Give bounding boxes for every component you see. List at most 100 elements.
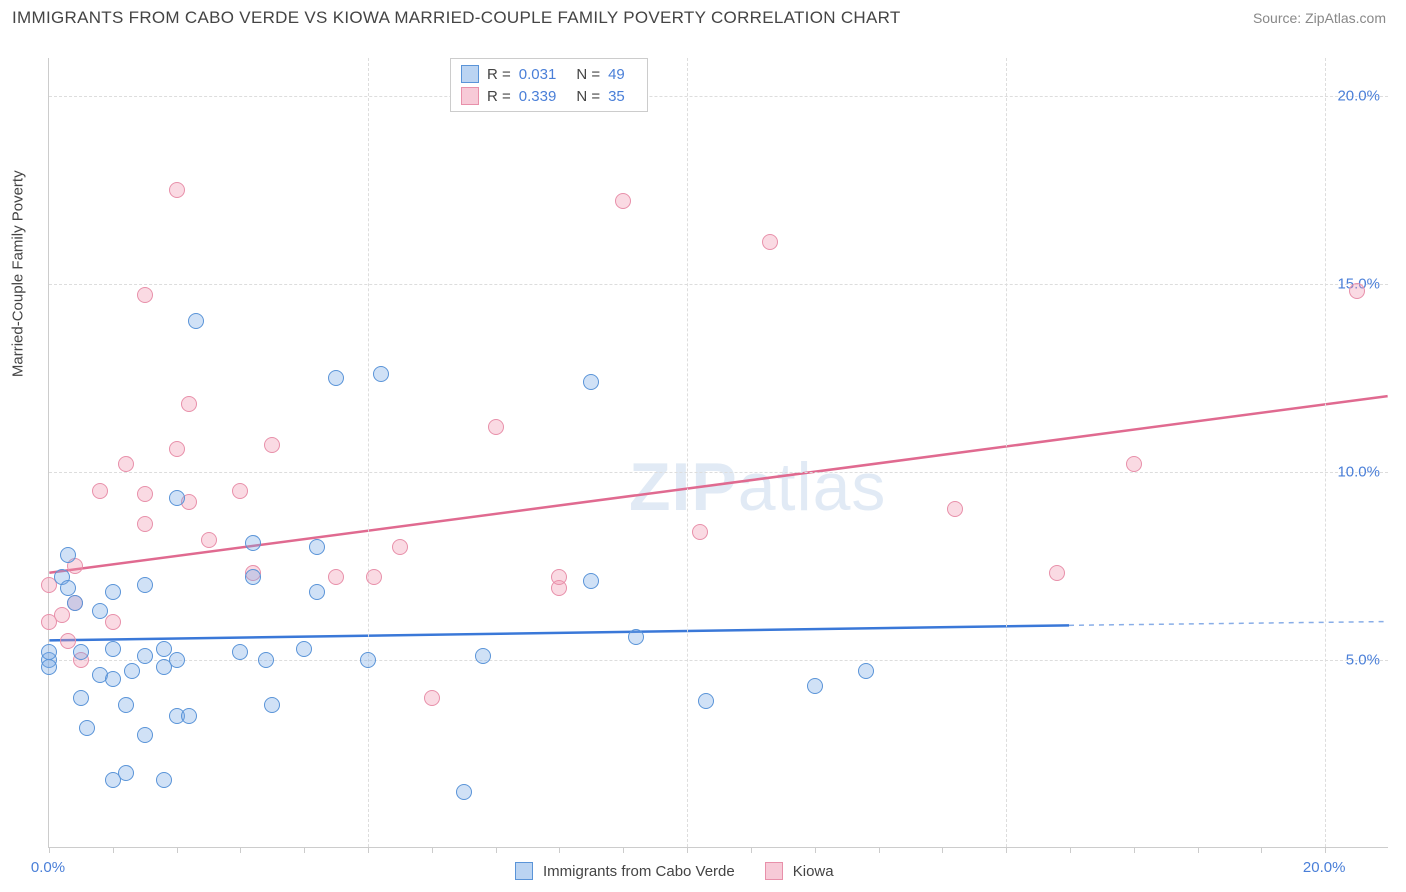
y-tick-label: 10.0%: [1337, 463, 1380, 480]
legend-n-value: 35: [608, 88, 625, 105]
scatter-point-kiowa: [1126, 456, 1142, 472]
scatter-point-cabo-verde: [67, 595, 83, 611]
legend-series: Immigrants from Cabo Verde Kiowa: [515, 862, 854, 880]
scatter-point-kiowa: [328, 569, 344, 585]
gridline-horizontal: [49, 472, 1388, 473]
scatter-point-cabo-verde: [137, 577, 153, 593]
legend-series-label: Immigrants from Cabo Verde: [543, 863, 735, 880]
scatter-point-kiowa: [264, 437, 280, 453]
scatter-point-cabo-verde: [373, 366, 389, 382]
scatter-point-kiowa: [92, 483, 108, 499]
x-tick-mark: [942, 847, 943, 853]
legend-n-label: N =: [576, 88, 600, 105]
scatter-point-kiowa: [366, 569, 382, 585]
scatter-point-cabo-verde: [73, 690, 89, 706]
legend-correlation: R = 0.031 N = 49 R = 0.339 N = 35: [450, 58, 648, 112]
scatter-point-cabo-verde: [137, 648, 153, 664]
scatter-point-kiowa: [1049, 565, 1065, 581]
scatter-point-cabo-verde: [583, 573, 599, 589]
scatter-point-cabo-verde: [181, 708, 197, 724]
source-label: Source: ZipAtlas.com: [1253, 10, 1386, 26]
scatter-point-cabo-verde: [169, 652, 185, 668]
scatter-point-cabo-verde: [92, 603, 108, 619]
x-tick-mark: [1325, 847, 1326, 853]
legend-r-value: 0.031: [519, 66, 557, 83]
legend-row: R = 0.339 N = 35: [461, 85, 637, 107]
x-tick-mark: [815, 847, 816, 853]
scatter-point-cabo-verde: [360, 652, 376, 668]
x-tick-mark: [1261, 847, 1262, 853]
x-tick-mark: [623, 847, 624, 853]
scatter-point-cabo-verde: [296, 641, 312, 657]
x-tick-mark: [177, 847, 178, 853]
scatter-point-cabo-verde: [264, 697, 280, 713]
scatter-point-kiowa: [1349, 283, 1365, 299]
scatter-point-kiowa: [137, 516, 153, 532]
scatter-point-kiowa: [169, 441, 185, 457]
scatter-point-cabo-verde: [188, 313, 204, 329]
scatter-point-kiowa: [424, 690, 440, 706]
scatter-point-cabo-verde: [807, 678, 823, 694]
scatter-point-kiowa: [488, 419, 504, 435]
scatter-point-cabo-verde: [124, 663, 140, 679]
scatter-point-kiowa: [392, 539, 408, 555]
scatter-point-cabo-verde: [309, 539, 325, 555]
gridline-vertical: [687, 58, 688, 847]
legend-n-value: 49: [608, 66, 625, 83]
scatter-point-kiowa: [762, 234, 778, 250]
scatter-point-kiowa: [615, 193, 631, 209]
legend-swatch-icon: [461, 65, 479, 83]
gridline-vertical: [1006, 58, 1007, 847]
x-tick-mark: [751, 847, 752, 853]
plot-area: ZIPatlas 5.0%10.0%15.0%20.0%: [48, 58, 1388, 848]
scatter-point-kiowa: [232, 483, 248, 499]
scatter-point-cabo-verde: [105, 671, 121, 687]
x-tick-mark: [559, 847, 560, 853]
scatter-point-kiowa: [169, 182, 185, 198]
legend-swatch-icon: [515, 862, 533, 880]
scatter-point-kiowa: [947, 501, 963, 517]
x-tick-mark: [1070, 847, 1071, 853]
x-tick-mark: [113, 847, 114, 853]
scatter-point-kiowa: [118, 456, 134, 472]
legend-r-value: 0.339: [519, 88, 557, 105]
scatter-point-kiowa: [137, 486, 153, 502]
legend-swatch-icon: [461, 87, 479, 105]
scatter-point-cabo-verde: [309, 584, 325, 600]
gridline-vertical: [368, 58, 369, 847]
legend-r-label: R =: [487, 88, 511, 105]
gridline-horizontal: [49, 660, 1388, 661]
legend-series-label: Kiowa: [793, 863, 834, 880]
x-tick-mark: [368, 847, 369, 853]
scatter-point-kiowa: [201, 532, 217, 548]
scatter-point-kiowa: [105, 614, 121, 630]
scatter-point-kiowa: [181, 396, 197, 412]
scatter-point-cabo-verde: [60, 547, 76, 563]
x-tick-mark: [496, 847, 497, 853]
scatter-point-cabo-verde: [105, 584, 121, 600]
x-tick-mark: [1006, 847, 1007, 853]
scatter-point-cabo-verde: [698, 693, 714, 709]
legend-swatch-icon: [765, 862, 783, 880]
y-axis-label: Married-Couple Family Poverty: [10, 170, 27, 377]
legend-r-label: R =: [487, 66, 511, 83]
trend-lines: [49, 58, 1388, 847]
scatter-point-cabo-verde: [105, 641, 121, 657]
x-tick-mark: [1198, 847, 1199, 853]
x-tick-label: 0.0%: [31, 859, 65, 876]
legend-row: R = 0.031 N = 49: [461, 63, 637, 85]
gridline-vertical: [1325, 58, 1326, 847]
scatter-point-cabo-verde: [628, 629, 644, 645]
watermark: ZIPatlas: [629, 448, 886, 526]
scatter-point-cabo-verde: [73, 644, 89, 660]
x-tick-mark: [432, 847, 433, 853]
y-tick-label: 5.0%: [1346, 651, 1380, 668]
scatter-point-cabo-verde: [118, 697, 134, 713]
x-tick-label: 20.0%: [1303, 859, 1346, 876]
y-tick-label: 20.0%: [1337, 87, 1380, 104]
scatter-point-cabo-verde: [258, 652, 274, 668]
scatter-point-cabo-verde: [41, 644, 57, 660]
chart-title: IMMIGRANTS FROM CABO VERDE VS KIOWA MARR…: [12, 8, 901, 28]
scatter-point-cabo-verde: [245, 535, 261, 551]
scatter-point-cabo-verde: [328, 370, 344, 386]
